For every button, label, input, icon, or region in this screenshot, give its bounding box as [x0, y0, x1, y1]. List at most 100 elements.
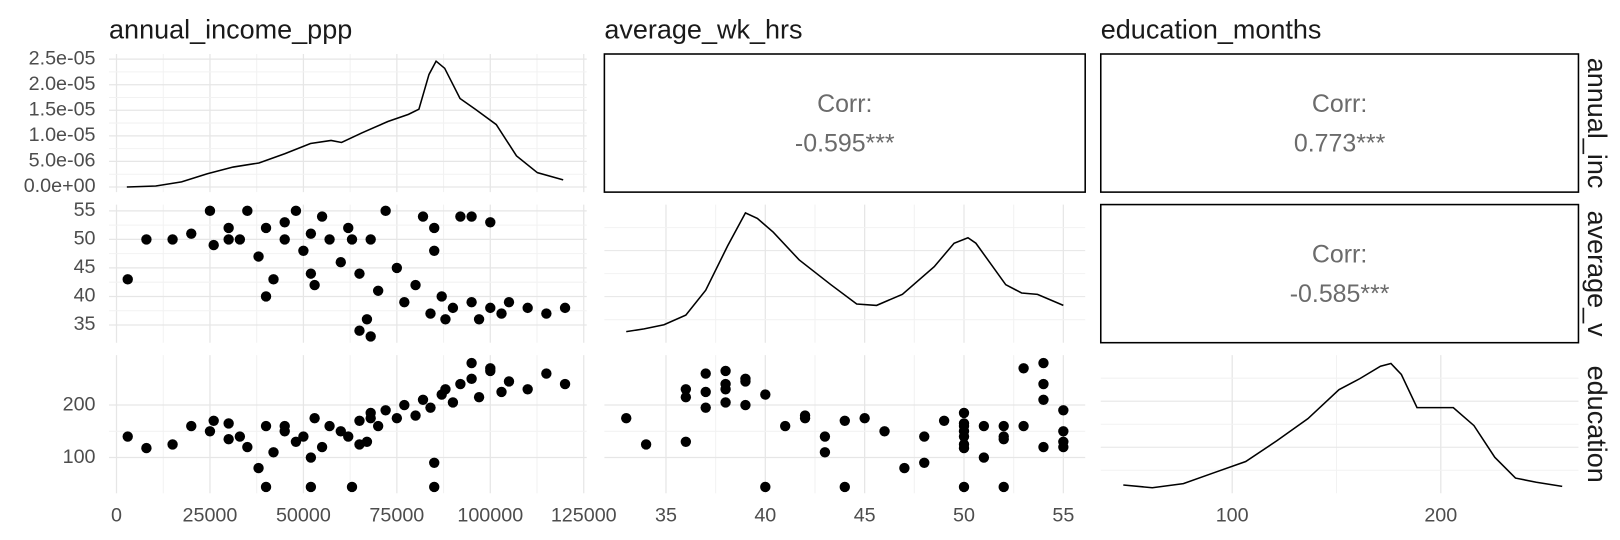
corr-box: [1099, 203, 1580, 344]
point: [253, 251, 264, 262]
point: [819, 431, 831, 442]
point: [186, 228, 197, 239]
point: [466, 373, 477, 384]
point: [958, 407, 970, 419]
point: [316, 211, 328, 222]
point: [1018, 363, 1029, 374]
point: [268, 274, 279, 285]
point: [365, 234, 376, 245]
point: [998, 420, 1009, 432]
point: [740, 376, 751, 387]
corr-value: -0.595***: [795, 129, 895, 157]
point: [466, 296, 477, 308]
point: [485, 363, 496, 374]
y-tick-label: 55: [74, 199, 96, 221]
x-tick-label: 125000: [551, 504, 617, 526]
point: [429, 457, 440, 469]
corr-label: Corr:: [1312, 90, 1367, 118]
panel: [1100, 355, 1579, 494]
point: [680, 436, 692, 447]
panel: Corr: -0.585***: [1099, 203, 1580, 344]
y-tick-label: 1.5e-05: [29, 98, 96, 120]
panel: [109, 355, 587, 494]
point: [354, 325, 365, 336]
column-title: annual_income_ppp: [109, 14, 352, 44]
point: [309, 412, 320, 424]
point: [998, 431, 1009, 442]
point: [122, 274, 133, 285]
point: [978, 420, 990, 432]
point: [290, 436, 302, 447]
point: [473, 314, 485, 325]
point: [343, 431, 354, 442]
point: [720, 365, 731, 377]
x-tick-label: 35: [655, 504, 677, 526]
y-tick-label: 100: [63, 446, 96, 468]
point: [958, 481, 970, 493]
point: [680, 391, 692, 403]
point: [839, 415, 850, 426]
x-tick-label: 55: [1052, 504, 1074, 526]
corr-value: -0.585***: [1290, 280, 1390, 308]
panel: [109, 54, 587, 193]
point: [167, 234, 178, 245]
point: [496, 308, 507, 319]
point: [122, 431, 133, 442]
row-strip: average_v: [1582, 211, 1612, 338]
point: [279, 420, 290, 432]
point: [485, 302, 496, 314]
y-tick-label: 2.5e-05: [29, 47, 96, 69]
point: [447, 302, 459, 314]
point: [208, 415, 219, 426]
point: [391, 412, 403, 424]
column-title: education_months: [1101, 14, 1322, 44]
point: [223, 222, 234, 234]
point: [141, 234, 152, 245]
point: [559, 378, 571, 390]
y-tick-label: 200: [63, 393, 96, 415]
point: [204, 426, 216, 437]
y-tick-label: 40: [74, 285, 96, 307]
point: [522, 384, 533, 395]
density-line: [1123, 362, 1563, 489]
point: [417, 211, 429, 222]
x-tick-label: 25000: [183, 504, 238, 526]
point: [879, 426, 890, 437]
x-tick-label: 0: [111, 504, 122, 526]
point: [354, 268, 365, 279]
point: [819, 447, 831, 458]
point: [485, 217, 496, 228]
corr-value: 0.773***: [1294, 129, 1386, 157]
point: [621, 412, 632, 424]
x-tick-label: 50000: [276, 504, 331, 526]
point: [1038, 441, 1049, 453]
column-title: average_wk_hrs: [604, 14, 802, 44]
x-tick-label: 200: [1424, 504, 1457, 526]
point: [496, 386, 507, 398]
point: [305, 481, 317, 493]
point: [998, 481, 1009, 493]
point: [309, 279, 320, 291]
point: [260, 481, 272, 493]
point: [365, 412, 376, 424]
point: [466, 357, 477, 369]
point: [447, 397, 459, 408]
point: [503, 376, 515, 387]
point: [760, 481, 771, 493]
point: [978, 452, 990, 463]
y-tick-label: 45: [74, 256, 96, 278]
point: [268, 447, 279, 458]
point: [700, 368, 711, 379]
panel: Corr: -0.595***: [603, 53, 1086, 193]
y-tick-label: 5.0e-06: [29, 150, 96, 172]
panel: [604, 204, 1086, 343]
density-line: [626, 211, 1064, 333]
point: [640, 439, 652, 450]
point: [223, 418, 234, 429]
point: [346, 234, 358, 245]
point: [242, 205, 253, 217]
point: [1058, 405, 1069, 416]
point: [919, 457, 930, 469]
point: [425, 402, 436, 413]
point: [440, 314, 451, 325]
